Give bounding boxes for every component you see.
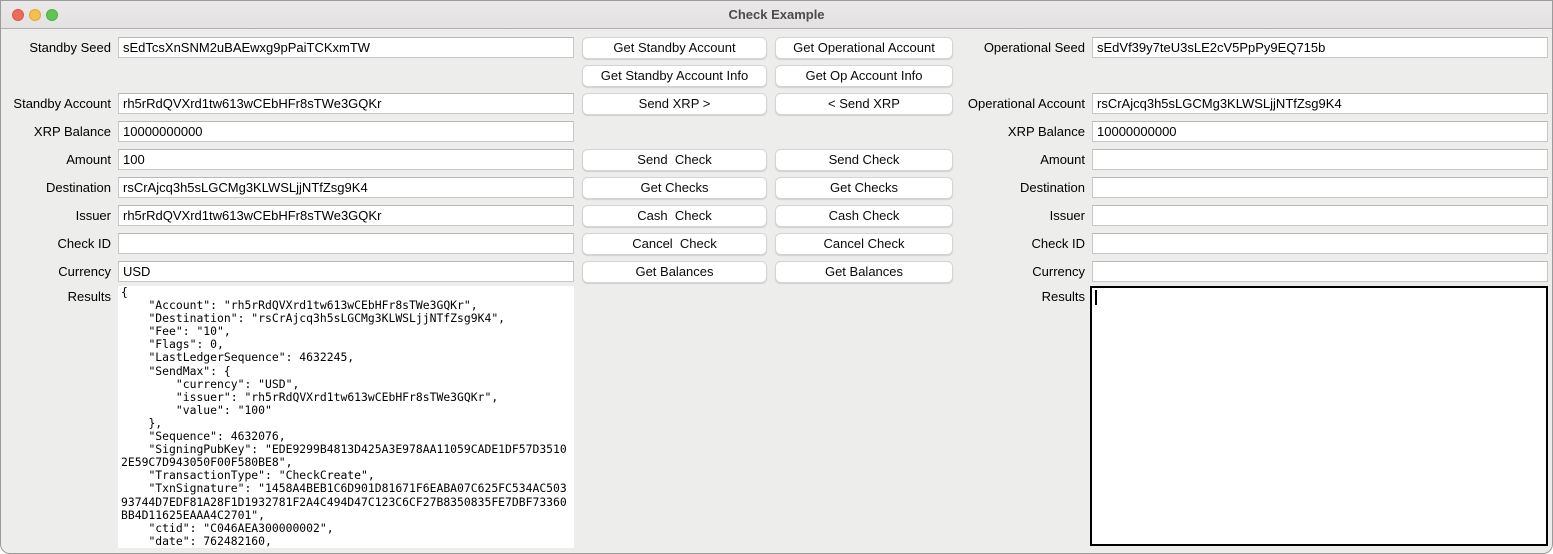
operational-seed-field[interactable] <box>1092 37 1548 58</box>
standby-xrp-balance-label: XRP Balance <box>33 124 111 139</box>
standby-results-label: Results <box>67 289 111 304</box>
operational-check-id-label: Check ID <box>1031 236 1085 251</box>
operational-send-check-button[interactable]: Send Check <box>775 149 953 171</box>
standby-xrp-balance-field[interactable] <box>118 121 574 142</box>
standby-get-checks-button[interactable]: Get Checks <box>582 177 767 199</box>
operational-send-xrp-button[interactable]: < Send XRP <box>775 93 953 115</box>
standby-seed-field[interactable] <box>118 37 574 58</box>
standby-send-check-button[interactable]: Send Check <box>582 149 767 171</box>
operational-account-field[interactable] <box>1092 93 1548 114</box>
operational-issuer-field[interactable] <box>1092 205 1548 226</box>
titlebar: Check Example <box>1 1 1552 29</box>
standby-destination-field[interactable] <box>118 177 574 198</box>
operational-results-textarea[interactable] <box>1090 286 1548 546</box>
minimize-button[interactable] <box>29 9 41 21</box>
standby-currency-label: Currency <box>58 264 111 279</box>
text-cursor <box>1095 290 1097 305</box>
standby-amount-field[interactable] <box>118 149 574 170</box>
standby-account-field[interactable] <box>118 93 574 114</box>
standby-cash-check-button[interactable]: Cash Check <box>582 205 767 227</box>
standby-issuer-label: Issuer <box>75 208 111 223</box>
operational-destination-field[interactable] <box>1092 177 1548 198</box>
operational-cash-check-button[interactable]: Cash Check <box>775 205 953 227</box>
operational-xrp-balance-field[interactable] <box>1092 121 1548 142</box>
window-title: Check Example <box>728 7 825 22</box>
close-button[interactable] <box>12 9 24 21</box>
standby-destination-label: Destination <box>45 180 111 195</box>
standby-send-xrp-button[interactable]: Send XRP > <box>582 93 767 115</box>
standby-results-textarea[interactable]: { "Account": "rh5rRdQVXrd1tw613wCEbHFr8s… <box>118 286 574 548</box>
operational-amount-field[interactable] <box>1092 149 1548 170</box>
operational-cancel-check-button[interactable]: Cancel Check <box>775 233 953 255</box>
operational-get-checks-button[interactable]: Get Checks <box>775 177 953 199</box>
operational-amount-label: Amount <box>1040 152 1085 167</box>
standby-check-id-label: Check ID <box>57 236 111 251</box>
operational-destination-label: Destination <box>1019 180 1085 195</box>
standby-currency-field[interactable] <box>118 261 574 282</box>
operational-currency-label: Currency <box>1032 264 1085 279</box>
standby-seed-label: Standby Seed <box>29 40 111 55</box>
get-standby-account-info-button[interactable]: Get Standby Account Info <box>582 65 767 87</box>
standby-cancel-check-button[interactable]: Cancel Check <box>582 233 767 255</box>
standby-issuer-field[interactable] <box>118 205 574 226</box>
zoom-button[interactable] <box>46 9 58 21</box>
standby-get-balances-button[interactable]: Get Balances <box>582 261 767 283</box>
operational-issuer-label: Issuer <box>1049 208 1085 223</box>
standby-amount-label: Amount <box>66 152 111 167</box>
get-standby-account-button[interactable]: Get Standby Account <box>582 37 767 59</box>
operational-account-label: Operational Account <box>967 96 1085 111</box>
operational-currency-field[interactable] <box>1092 261 1548 282</box>
standby-account-label: Standby Account <box>13 96 111 111</box>
operational-get-balances-button[interactable]: Get Balances <box>775 261 953 283</box>
get-op-account-info-button[interactable]: Get Op Account Info <box>775 65 953 87</box>
operational-results-label: Results <box>1041 289 1085 304</box>
get-operational-account-button[interactable]: Get Operational Account <box>775 37 953 59</box>
operational-xrp-balance-label: XRP Balance <box>1007 124 1085 139</box>
operational-seed-label: Operational Seed <box>983 40 1085 55</box>
standby-check-id-field[interactable] <box>118 233 574 254</box>
operational-check-id-field[interactable] <box>1092 233 1548 254</box>
